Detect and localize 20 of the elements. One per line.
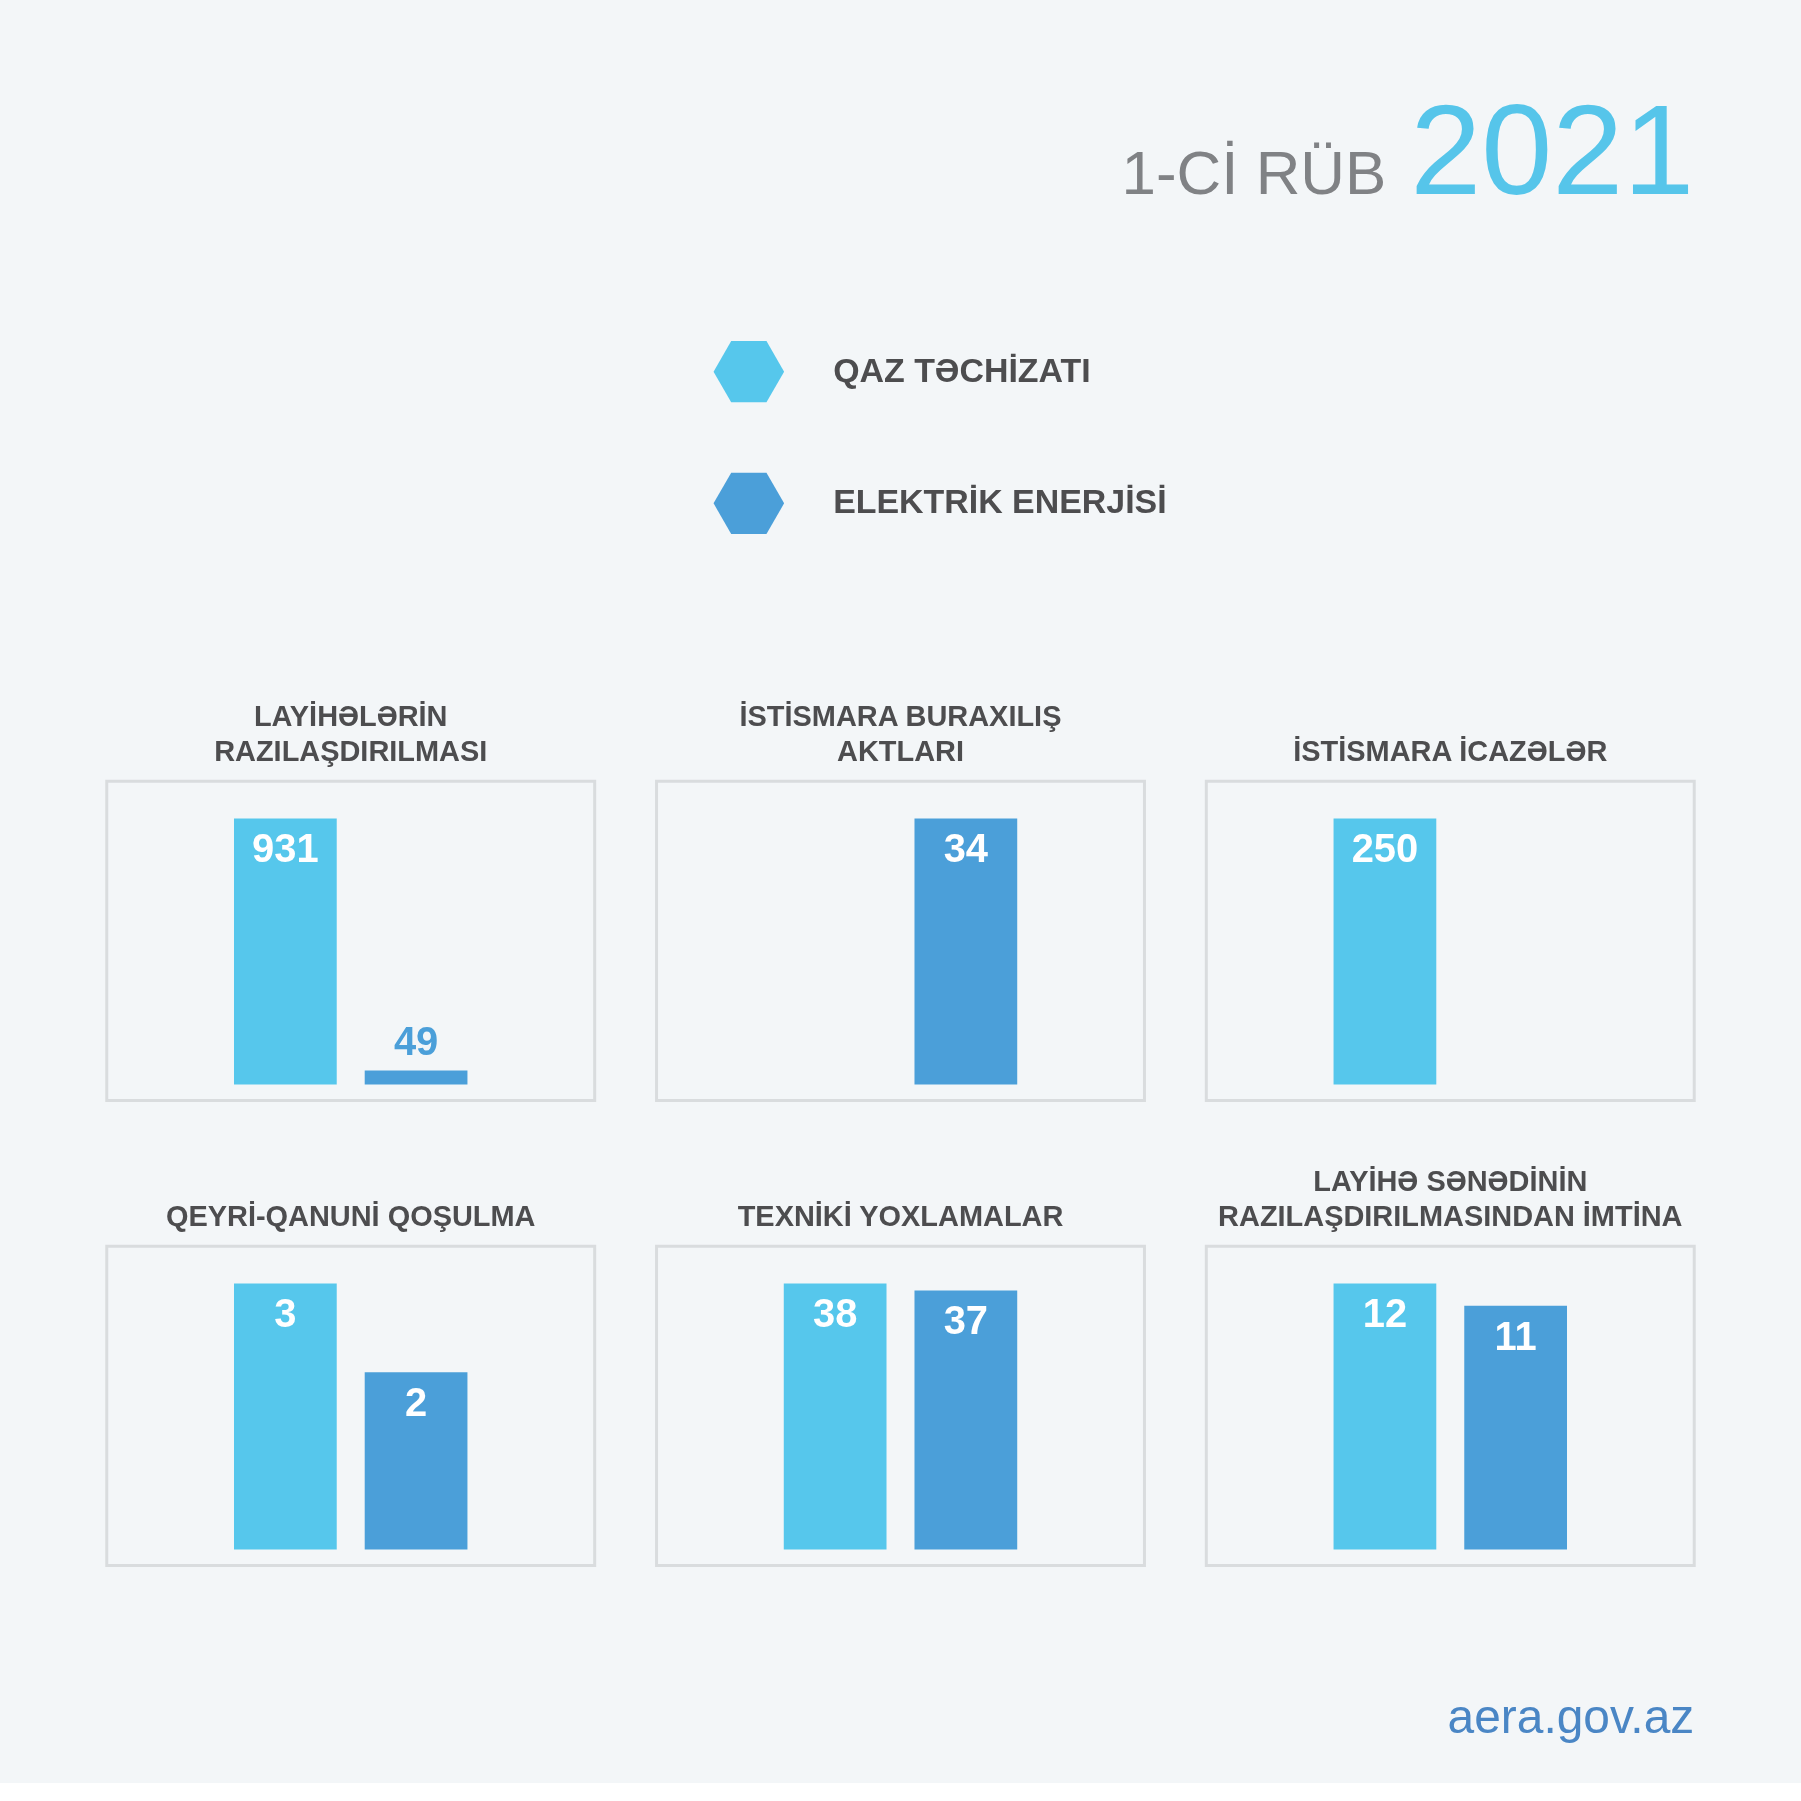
data-label: 38 xyxy=(812,1291,858,1336)
data-label: 34 xyxy=(943,826,989,871)
data-label: 250 xyxy=(1351,826,1419,871)
legend-label: ELEKTRİK ENERJİSİ xyxy=(833,482,1167,521)
data-label: 2 xyxy=(404,1380,428,1425)
text: 1-Cİ RÜB 2021 xyxy=(1121,77,1695,221)
data-label: 12 xyxy=(1362,1291,1408,1336)
data-label: 931 xyxy=(252,826,319,871)
data-label: 37 xyxy=(943,1298,989,1343)
legend-label: QAZ TƏCHİZATI xyxy=(833,350,1091,389)
chart-title: LAYİHƏ SƏNƏDİNİN RAZILAŞDIRILMASINDAN İMTİNA xyxy=(1218,1165,1683,1233)
text: aera.gov.az xyxy=(1447,1690,1695,1744)
data-label: 49 xyxy=(393,1018,439,1063)
data-label: 11 xyxy=(1494,1313,1537,1358)
data-label: 3 xyxy=(274,1291,297,1336)
chart-title: İSTİSMARA İCAZƏLƏR xyxy=(1293,735,1608,768)
chart-title: İSTİSMARA BURAXILIŞ AKTLARI xyxy=(739,700,1062,768)
chart-title: QEYRİ-QANUNİ QOŞULMA xyxy=(165,1200,536,1233)
chart-title: TEXNİKİ YOXLAMALAR xyxy=(737,1200,1064,1233)
chart-title: LAYİHƏLƏRİN RAZILAŞDIRILMASI xyxy=(214,700,488,768)
